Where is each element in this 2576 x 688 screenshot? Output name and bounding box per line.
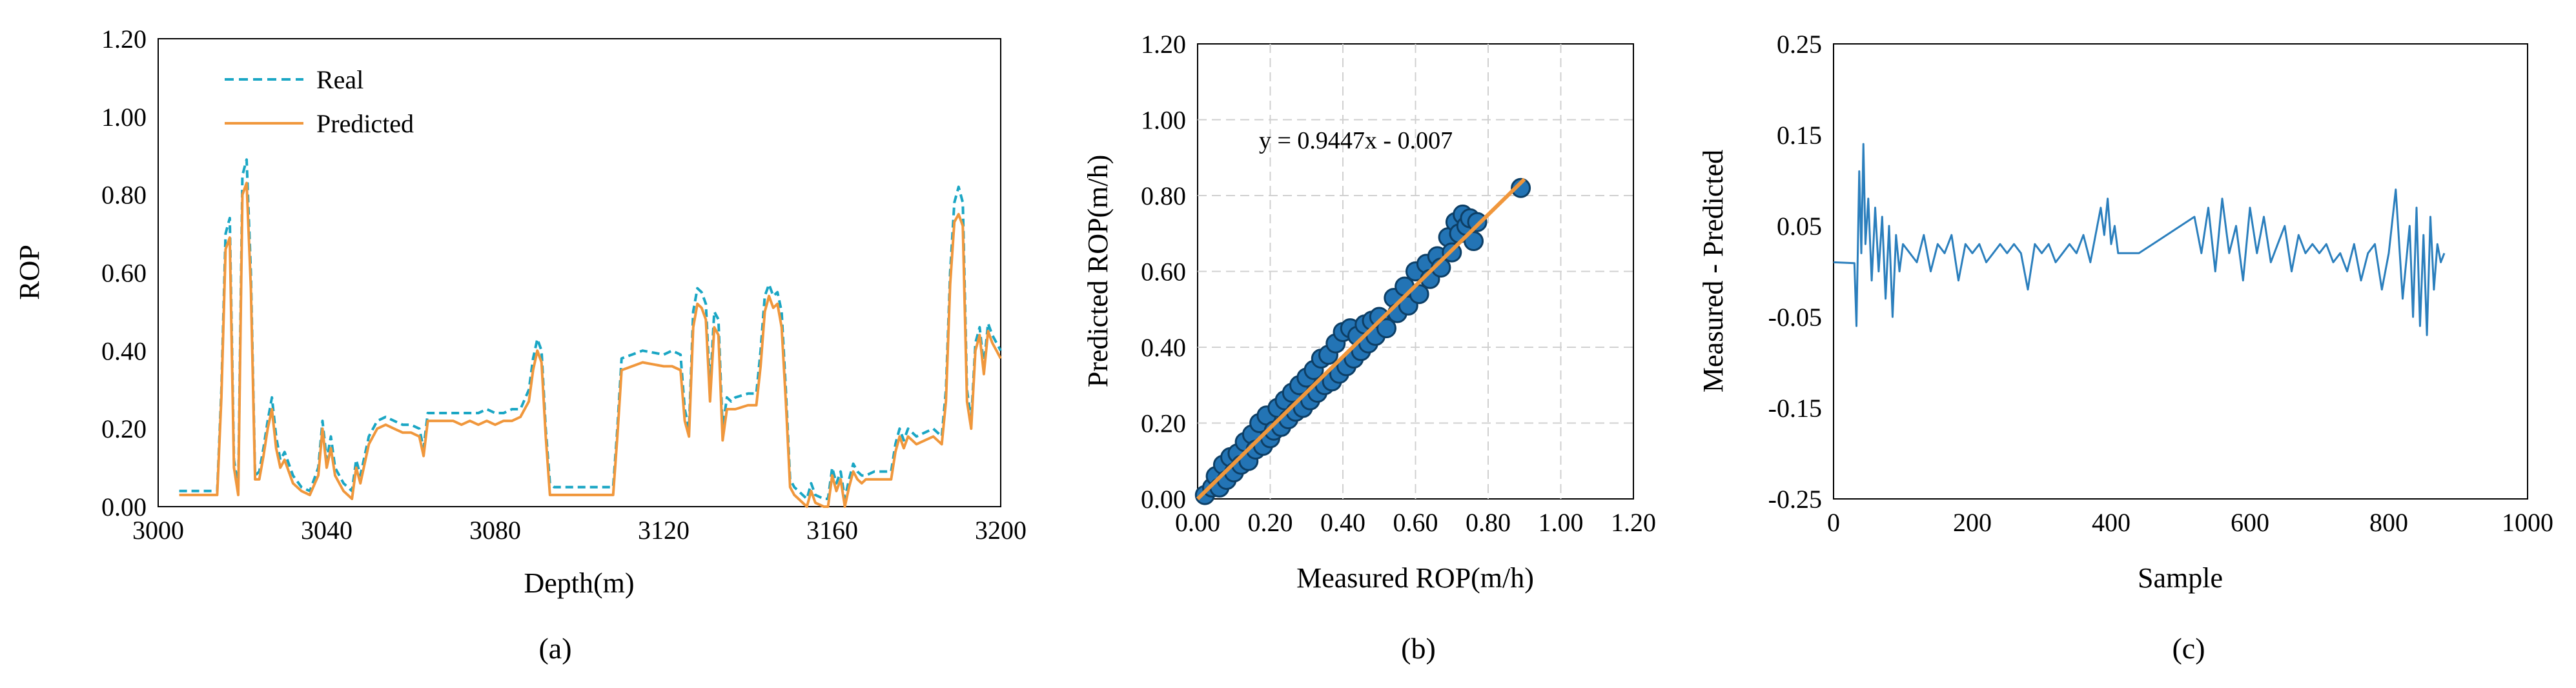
- x-tick-label: 3000: [132, 516, 184, 545]
- panel-b-x-tick-labels: 0.00 0.20 0.40 0.60 0.80 1.00 1.20: [1175, 508, 1656, 537]
- y-tick-label: 1.00: [1141, 106, 1186, 135]
- panel-c-x-axis-label: Sample: [2138, 562, 2223, 594]
- y-tick-label: -0.15: [1768, 394, 1822, 423]
- panel-a-depth-rop: 0.00 0.20 0.40 0.60 0.80 1.00 1.20 3000 3040 308…: [14, 25, 1027, 665]
- y-tick-label: 0.60: [1141, 258, 1186, 287]
- x-tick-label: 1.20: [1611, 508, 1656, 537]
- x-tick-label: 200: [1953, 508, 1992, 537]
- y-tick-label: 0.60: [101, 259, 147, 288]
- x-tick-label: 3080: [469, 516, 521, 545]
- x-tick-label: 0: [1827, 508, 1840, 537]
- panel-b-measured-vs-predicted: 0.00 0.20 0.40 0.60 0.80 1.00 1.20 0.00 0.20 0.4…: [1082, 30, 1656, 665]
- panel-a-plot-frame: [158, 38, 1001, 507]
- x-tick-label: 0.40: [1320, 508, 1365, 537]
- x-tick-label: 0.20: [1248, 508, 1293, 537]
- residual-line: [1833, 143, 2446, 336]
- panel-a-series: [179, 158, 1002, 508]
- x-tick-label: 1.00: [1538, 508, 1584, 537]
- panel-b-y-tick-labels: 0.00 0.20 0.40 0.60 0.80 1.00 1.20: [1141, 30, 1186, 514]
- panel-c-y-axis-label: Measured - Predicted: [1697, 150, 1729, 392]
- y-tick-label: 0.80: [1141, 181, 1186, 210]
- y-tick-label: -0.05: [1768, 303, 1822, 332]
- x-tick-label: 3160: [806, 516, 858, 545]
- y-tick-label: 0.40: [1141, 333, 1186, 362]
- x-tick-label: 0.00: [1175, 508, 1220, 537]
- x-tick-label: 3040: [301, 516, 353, 545]
- series-line-predicted: [179, 181, 1002, 508]
- y-tick-label: 0.40: [101, 336, 147, 365]
- y-tick-label: 0.20: [1141, 409, 1186, 438]
- panel-a-caption: (a): [538, 632, 571, 665]
- panel-a-y-tick-labels: 0.00 0.20 0.40 0.60 0.80 1.00 1.20: [101, 25, 147, 521]
- panel-b-trendline-equation: y = 0.9447x - 0.007: [1259, 127, 1453, 154]
- x-tick-label: 0.80: [1466, 508, 1511, 537]
- panel-c-y-tick-labels: -0.25 -0.15 -0.05 0.05 0.15 0.25: [1768, 30, 1822, 514]
- panel-b-caption: (b): [1401, 632, 1436, 665]
- panel-c-residuals: -0.25 -0.15 -0.05 0.05 0.15 0.25 0 200 400 600 80…: [1697, 30, 2553, 665]
- x-tick-label: 0.60: [1393, 508, 1438, 537]
- scatter-point: [1409, 284, 1429, 305]
- x-tick-label: 3120: [638, 516, 690, 545]
- x-tick-label: 1000: [2502, 508, 2553, 537]
- panel-a-legend: Real Predicted: [225, 65, 414, 138]
- scatter-point: [1467, 212, 1487, 232]
- panel-a-y-axis-label: ROP: [14, 245, 45, 300]
- y-tick-label: 1.00: [101, 103, 147, 132]
- panel-b-points: [1194, 177, 1531, 505]
- y-tick-label: 0.00: [1141, 485, 1186, 514]
- panel-b-x-axis-label: Measured ROP(m/h): [1296, 562, 1534, 594]
- x-tick-label: 800: [2369, 508, 2408, 537]
- y-tick-label: 0.05: [1777, 212, 1822, 241]
- x-tick-label: 3200: [975, 516, 1027, 545]
- panel-a-x-axis-label: Depth(m): [524, 567, 634, 599]
- y-tick-label: 1.20: [1141, 30, 1186, 59]
- y-tick-label: 1.20: [101, 25, 147, 54]
- series-line-real: [179, 158, 1002, 500]
- panel-c-plot-frame: [1833, 43, 2528, 500]
- legend-real-label: Real: [316, 65, 363, 94]
- panel-a-x-tick-labels: 3000 3040 3080 3120 3160 3200: [132, 516, 1027, 545]
- scatter-point: [1464, 231, 1484, 251]
- y-tick-label: 0.00: [101, 492, 147, 521]
- legend-predicted-label: Predicted: [316, 109, 414, 138]
- scatter-point: [1376, 318, 1396, 339]
- y-tick-label: 0.25: [1777, 30, 1822, 59]
- panel-c-x-tick-labels: 0 200 400 600 800 1000: [1827, 508, 2553, 537]
- panel-c-series: [1833, 143, 2446, 336]
- scatter-point: [1511, 177, 1531, 198]
- panel-c-caption: (c): [2172, 632, 2205, 665]
- y-tick-label: 0.15: [1777, 121, 1822, 150]
- panel-b-y-axis-label: Predicted ROP(m/h): [1082, 155, 1114, 388]
- panel-b-trendline: [1196, 177, 1526, 501]
- x-tick-label: 600: [2231, 508, 2269, 537]
- y-tick-label: -0.25: [1768, 485, 1822, 514]
- y-tick-label: 0.80: [101, 181, 147, 210]
- x-tick-label: 400: [2092, 508, 2131, 537]
- y-tick-label: 0.20: [101, 414, 147, 443]
